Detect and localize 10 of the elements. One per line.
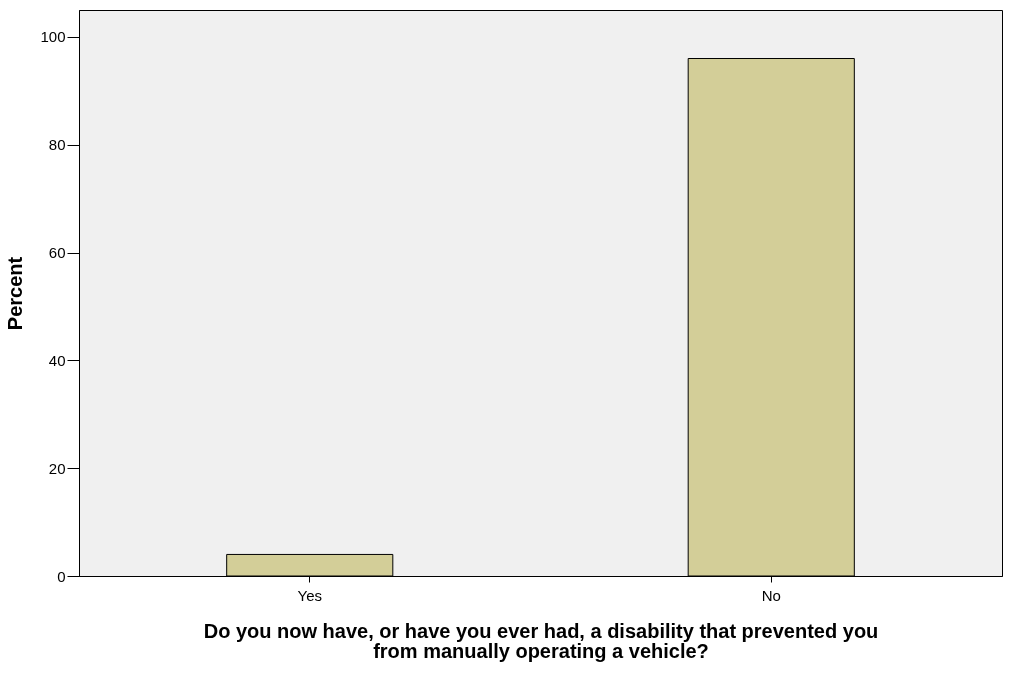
x-axis-title: Do you now have, or have you ever had, a disability that prevented you from manually operating a vehicle? <box>203 619 879 662</box>
y-tick-label: 60 <box>48 244 66 262</box>
y-tick-label: 40 <box>48 351 66 369</box>
y-tick-label: 20 <box>48 459 66 477</box>
y-tick-label: 100 <box>40 28 66 46</box>
x-tick-label: Yes <box>297 586 322 604</box>
y-tick-label: 0 <box>57 567 66 585</box>
x-tick-label: No <box>761 586 781 604</box>
y-axis-title: Percent <box>4 256 27 331</box>
y-tick-label: 80 <box>48 136 66 154</box>
